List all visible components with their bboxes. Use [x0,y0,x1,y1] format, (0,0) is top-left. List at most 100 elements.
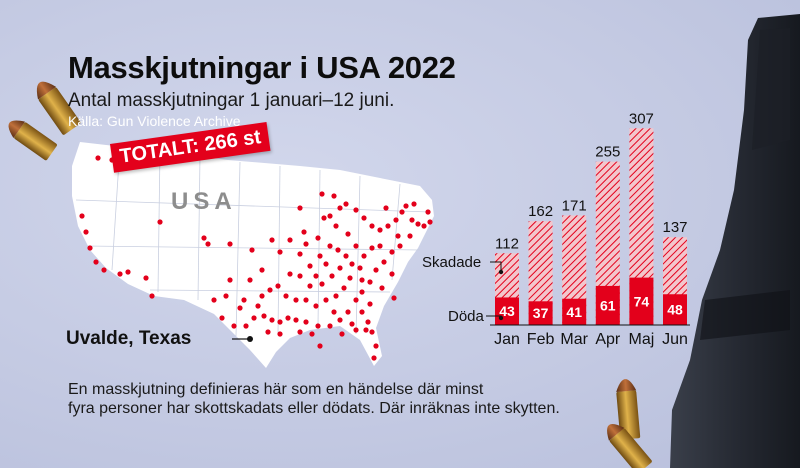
incident-dot [349,321,355,327]
tick-label-apr: Apr [595,331,621,348]
incident-dot [415,221,421,227]
incident-dot [399,209,405,215]
incident-dot [369,329,375,335]
incident-dot [347,275,353,281]
incident-dot [231,323,237,329]
incident-dot [237,305,243,311]
incident-dot [259,267,265,273]
incident-dot [93,259,99,265]
tick-label-jun: Jun [662,331,688,348]
incident-dot [227,277,233,283]
label-doda-apr: 61 [600,297,616,313]
incident-dot [249,247,255,253]
incident-dot [303,241,309,247]
label-doda-maj: 74 [634,293,650,309]
bar-doda-mar [562,298,587,325]
bar-doda-jun [663,294,687,325]
incident-dot [337,317,343,323]
bar-doda-apr [595,285,620,325]
label-skadade-jun: 137 [662,219,687,236]
incident-dot [313,303,319,309]
incident-dot [277,249,283,255]
incident-dot [353,207,359,213]
city-label: Uvalde, Texas [66,328,192,349]
incident-dot [201,235,207,241]
label-doda-jan: 43 [499,303,515,319]
incident-dot [335,247,341,253]
legend-skadade-dot [498,269,504,275]
incident-dot [301,229,307,235]
incident-dot [297,329,303,335]
incident-dot [297,273,303,279]
page-subtitle: Antal masskjutningar 1 januari–12 juni. [68,90,395,111]
tick-label-jan: Jan [494,331,520,348]
incident-dot [323,261,329,267]
incident-dot [277,319,283,325]
incident-dot [359,289,365,295]
incident-dot [411,201,417,207]
incident-dot [373,267,379,273]
incident-dot [205,241,211,247]
incident-dot [343,201,349,207]
incident-dot [389,249,395,255]
incident-dot [353,297,359,303]
incident-dot [385,223,391,229]
incident-dot [371,355,377,361]
incident-dot [333,223,339,229]
label-skadade-jan: 112 [495,235,519,252]
incident-dot [339,331,345,337]
uvalde-marker [247,336,253,342]
incident-dot [353,327,359,333]
incident-dot [265,329,271,335]
incident-dot [345,231,351,237]
incident-dot [241,297,247,303]
incident-dot [307,263,313,269]
incident-dot [361,215,367,221]
incident-dot [337,205,343,211]
incident-dot [425,209,431,215]
incident-dot [87,245,93,251]
incident-dot [83,229,89,235]
incident-dot [269,317,275,323]
incident-dot [95,155,101,161]
chart-legend: Skadade Döda [422,254,504,325]
incident-dot [315,235,321,241]
incident-dot [101,267,107,273]
incident-dot [343,253,349,259]
incident-dot [275,283,281,289]
incident-dot [369,223,375,229]
incident-dot [309,331,315,337]
incident-dot [283,293,289,299]
label-doda-feb: 37 [533,305,549,321]
incident-dot [361,253,367,259]
label-skadade-mar: 171 [562,197,587,214]
incident-dot [395,233,401,239]
page-title: Masskjutningar i USA 2022 [68,50,456,85]
incident-dot [369,245,375,251]
incident-dot [331,193,337,199]
incident-dot [323,297,329,303]
incident-dot [363,327,369,333]
incident-dot [397,243,403,249]
footnote: En masskjutning definieras här som en hä… [68,380,628,418]
incident-dot [359,277,365,283]
incident-dot [377,243,383,249]
incident-dots [79,155,433,361]
bar-doda-maj [629,277,654,325]
incident-dot [223,293,229,299]
incident-dot [389,271,395,277]
incident-dot [393,217,399,223]
incident-dot [293,297,299,303]
incident-dot [357,265,363,271]
tick-label-maj: Maj [629,331,655,348]
incident-dot [297,205,303,211]
incident-dot [327,213,333,219]
incident-dot [319,191,325,197]
incident-dot [157,219,163,225]
incident-dot [403,203,409,209]
incident-dot [359,309,365,315]
source-credit: Källa: Gun Violence Archive [68,113,241,129]
incident-dot [367,301,373,307]
